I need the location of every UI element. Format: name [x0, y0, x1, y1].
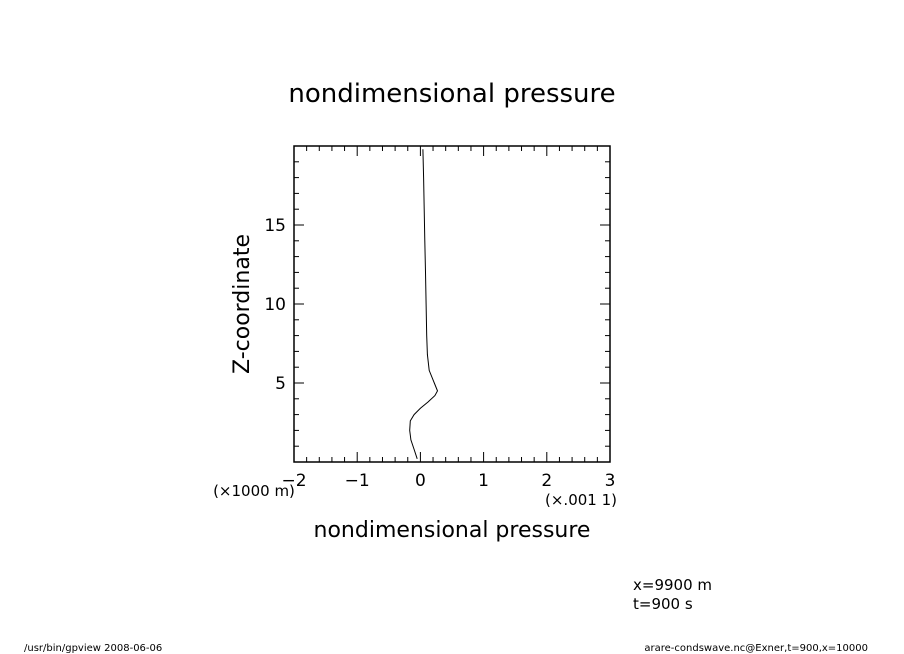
series-line — [409, 149, 439, 459]
time-annotation: t=900 s — [633, 595, 693, 613]
x-scale-label: (×.001 1) — [545, 491, 617, 509]
axis-ticks — [293, 145, 611, 463]
x-tick-label: −1 — [345, 471, 370, 491]
x-tick-label: −2 — [281, 471, 306, 491]
x-tick-label: 0 — [415, 471, 426, 491]
x-tick-label: 1 — [478, 471, 489, 491]
x-tick-label: 3 — [605, 471, 616, 491]
position-annotation: x=9900 m — [633, 576, 712, 594]
x-tick-label: 2 — [541, 471, 552, 491]
y-tick-label: 10 — [264, 295, 286, 315]
plot-frame — [293, 145, 611, 463]
y-tick-label: 15 — [264, 216, 286, 236]
footer-left: /usr/bin/gpview 2008-06-06 — [24, 643, 162, 654]
y-scale-label: (×1000 m) — [213, 482, 295, 500]
y-axis-label: Z-coordinate — [230, 234, 255, 374]
chart-title: nondimensional pressure — [288, 79, 615, 109]
axis-tick-labels: −2 −1 0 1 2 3 5 10 15 — [264, 216, 615, 491]
y-tick-label: 5 — [275, 374, 286, 394]
x-axis-label: nondimensional pressure — [314, 518, 591, 543]
footer-right: arare-condswave.nc@Exner,t=900,x=10000 — [644, 643, 868, 654]
